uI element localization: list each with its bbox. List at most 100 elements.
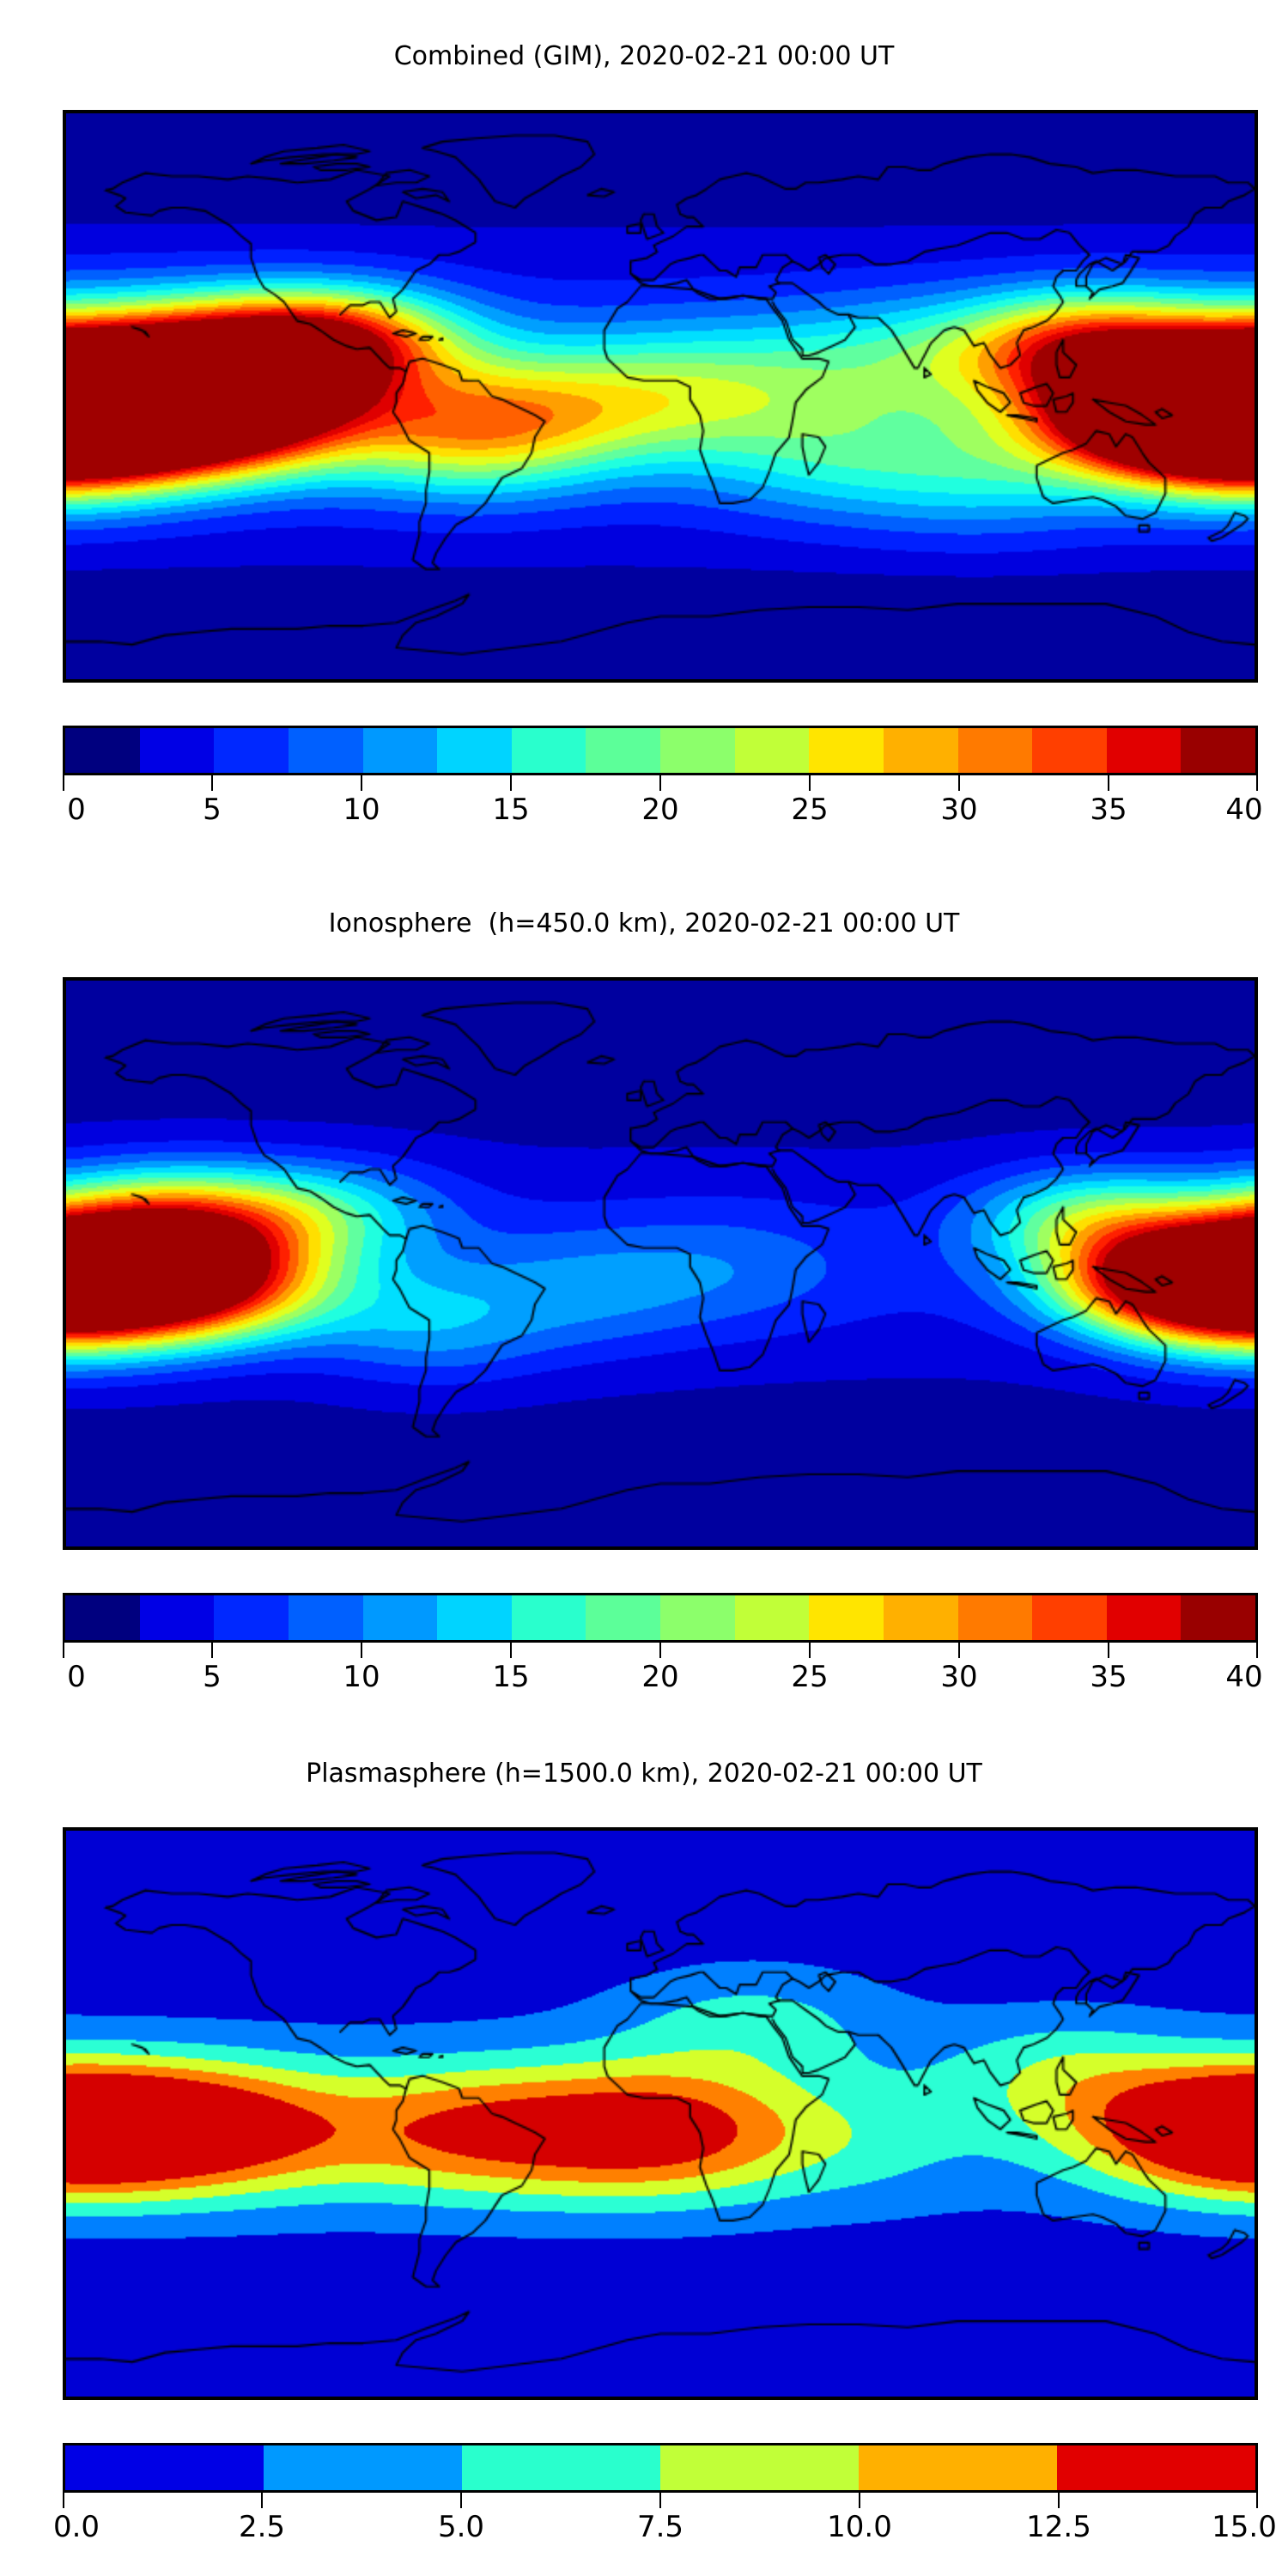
colorbar-segment xyxy=(511,1595,586,1640)
colorbar-labels-plasmasphere: 0.0 2.5 5.0 7.5 10.0 12.5 15.0 xyxy=(53,2508,1277,2548)
colorbar-tick xyxy=(809,1643,811,1658)
colorbar-tick xyxy=(958,1643,960,1658)
colorbar-tick xyxy=(460,2493,462,2508)
colorbar-tick-label: 12.5 xyxy=(1026,2510,1091,2544)
panel-title-combined-gim: Combined (GIM), 2020-02-21 00:00 UT xyxy=(393,41,895,71)
colorbar-tick-label: 30 xyxy=(940,1660,978,1694)
colorbar-segment xyxy=(809,1595,884,1640)
colorbar-tick-label: 2.5 xyxy=(238,2510,286,2544)
colorbar-segment xyxy=(1032,728,1107,773)
colorbar-tick-label: 0 xyxy=(67,1660,86,1694)
colorbar-tick xyxy=(659,775,661,791)
colorbar-labels-ionosphere: 0 5 10 15 20 25 30 35 40 xyxy=(63,1658,1262,1698)
colorbar-tick-label: 40 xyxy=(1225,793,1263,827)
panel-ionosphere: Ionosphere (h=450.0 km), 2020-02-21 00:0… xyxy=(0,867,1288,1726)
panel-title-plasmasphere: Plasmasphere (h=1500.0 km), 2020-02-21 0… xyxy=(306,1759,982,1789)
colorbar-segment xyxy=(1032,1595,1107,1640)
colorbar-tick xyxy=(859,2493,860,2508)
colorbar-tick xyxy=(809,775,811,791)
colorbar-segment xyxy=(586,728,660,773)
map-canvas-combined-gim xyxy=(66,113,1255,679)
colorbar-segment xyxy=(734,1595,810,1640)
colorbar-ticks-plasmasphere xyxy=(63,2493,1258,2508)
colorbar-tick xyxy=(1256,2493,1258,2508)
colorbar-tick xyxy=(510,1643,512,1658)
colorbar-tick-label: 15.0 xyxy=(1212,2510,1277,2544)
colorbar-segment xyxy=(437,1595,512,1640)
colorbar-tick xyxy=(361,1643,362,1658)
colorbar-tick xyxy=(361,775,362,791)
colorbar-tick xyxy=(1256,775,1258,791)
colorbar-tick xyxy=(659,2493,661,2508)
colorbar-tick-label: 15 xyxy=(492,793,530,827)
colorbar-segment xyxy=(139,1595,215,1640)
colorbar-segment xyxy=(511,728,586,773)
colorbar-tick xyxy=(1108,1643,1109,1658)
panel-combined-gim: Combined (GIM), 2020-02-21 00:00 UT 0 5 10… xyxy=(0,0,1288,859)
colorbar-tick-label: 15 xyxy=(492,1660,530,1694)
colorbar-segment xyxy=(957,1595,1033,1640)
colorbar-tick-label: 10 xyxy=(343,1660,380,1694)
colorbar-tick-label: 0 xyxy=(67,793,86,827)
colorbar-segment xyxy=(288,728,363,773)
colorbar-segment xyxy=(362,1595,438,1640)
colorbar-strip-ionosphere xyxy=(63,1593,1258,1643)
colorbar-tick-label: 20 xyxy=(641,793,679,827)
colorbar-segment xyxy=(1057,2445,1255,2490)
colorbar-tick-label: 10.0 xyxy=(827,2510,892,2544)
colorbar-segment xyxy=(264,2445,462,2490)
colorbar-tick-label: 5 xyxy=(203,793,222,827)
colorbar-segment xyxy=(859,2445,1057,2490)
colorbar-tick xyxy=(510,775,512,791)
colorbar-tick-label: 5.0 xyxy=(437,2510,485,2544)
colorbar-tick-label: 7.5 xyxy=(636,2510,684,2544)
colorbar-segment xyxy=(65,1595,140,1640)
colorbar-ionosphere: 0 5 10 15 20 25 30 35 40 xyxy=(63,1593,1263,1698)
colorbar-segment xyxy=(437,728,512,773)
colorbar-tick-label: 5 xyxy=(203,1660,222,1694)
colorbar-ticks-ionosphere xyxy=(63,1643,1258,1658)
colorbar-segment xyxy=(65,2445,264,2490)
colorbar-tick-label: 25 xyxy=(791,1660,829,1694)
colorbar-tick xyxy=(261,2493,263,2508)
map-combined-gim xyxy=(63,110,1258,683)
colorbar-tick-label: 10 xyxy=(343,793,380,827)
colorbar-tick xyxy=(211,775,213,791)
colorbar-tick xyxy=(659,1643,661,1658)
colorbar-plasmasphere: 0.0 2.5 5.0 7.5 10.0 12.5 15.0 xyxy=(53,2443,1277,2548)
colorbar-segment xyxy=(1106,1595,1182,1640)
colorbar-tick-label: 30 xyxy=(940,793,978,827)
colorbar-labels-combined-gim: 0 5 10 15 20 25 30 35 40 xyxy=(63,791,1262,830)
panel-plasmasphere: Plasmasphere (h=1500.0 km), 2020-02-21 0… xyxy=(0,1735,1288,2576)
colorbar-segment xyxy=(1106,728,1182,773)
colorbar-segment xyxy=(1181,1595,1255,1640)
map-canvas-ionosphere xyxy=(66,981,1255,1546)
colorbar-segment xyxy=(214,1595,289,1640)
colorbar-tick xyxy=(63,2493,64,2508)
colorbar-tick xyxy=(1256,1643,1258,1658)
colorbar-ticks-combined-gim xyxy=(63,775,1258,791)
colorbar-tick-label: 35 xyxy=(1090,1660,1127,1694)
colorbar-segment xyxy=(586,1595,660,1640)
colorbar-segment xyxy=(139,728,215,773)
colorbar-segment xyxy=(809,728,884,773)
map-canvas-plasmasphere xyxy=(66,1831,1255,2397)
map-plasmasphere xyxy=(63,1827,1258,2400)
colorbar-segment xyxy=(65,728,140,773)
colorbar-segment xyxy=(660,1595,735,1640)
colorbar-tick-label: 20 xyxy=(641,1660,679,1694)
colorbar-tick xyxy=(1108,775,1109,791)
panel-title-ionosphere: Ionosphere (h=450.0 km), 2020-02-21 00:0… xyxy=(328,908,960,939)
colorbar-segment xyxy=(883,728,958,773)
colorbar-segment xyxy=(957,728,1033,773)
colorbar-segment xyxy=(288,1595,363,1640)
colorbar-tick-label: 35 xyxy=(1090,793,1127,827)
colorbar-segment xyxy=(660,728,735,773)
colorbar-tick xyxy=(211,1643,213,1658)
colorbar-strip-combined-gim xyxy=(63,726,1258,775)
colorbar-tick-label: 25 xyxy=(791,793,829,827)
colorbar-tick xyxy=(63,775,64,791)
colorbar-segment xyxy=(362,728,438,773)
colorbar-segment xyxy=(660,2445,859,2490)
